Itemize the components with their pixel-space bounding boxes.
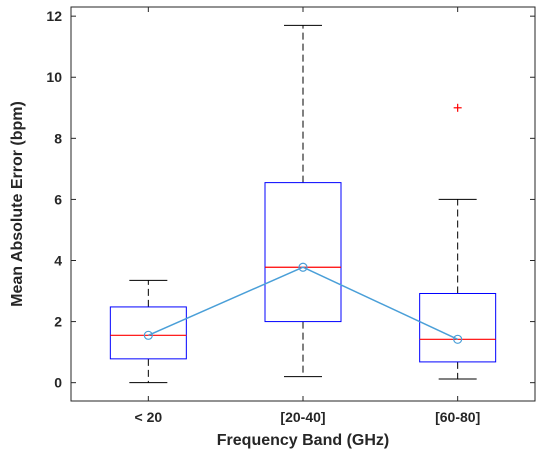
y-axis-ticks: 0 2 4 6 8 10 12 bbox=[46, 8, 535, 391]
y-tick-label: 12 bbox=[46, 8, 62, 24]
mean-point bbox=[143, 330, 153, 340]
x-tick-label: [60-80] bbox=[435, 409, 480, 425]
y-tick-label: 4 bbox=[54, 253, 62, 269]
box-iqr bbox=[419, 292, 497, 363]
box-iqr bbox=[264, 182, 342, 323]
y-tick-label: 2 bbox=[54, 314, 62, 330]
x-tick-label: < 20 bbox=[135, 409, 163, 425]
mean-line-group bbox=[143, 262, 463, 344]
y-tick-label: 6 bbox=[54, 191, 62, 207]
x-axis-title: Frequency Band (GHz) bbox=[217, 432, 389, 449]
y-tick-label: 10 bbox=[46, 69, 62, 85]
box-iqr bbox=[109, 306, 187, 360]
mean-line bbox=[148, 266, 458, 340]
y-tick-label: 0 bbox=[54, 375, 62, 391]
boxes-group bbox=[109, 24, 497, 384]
y-tick-label: 8 bbox=[54, 130, 62, 146]
y-axis-title: Mean Absolute Error (bpm) bbox=[9, 101, 26, 307]
x-tick-label: [20-40] bbox=[280, 409, 325, 425]
outlier-marker bbox=[453, 103, 462, 112]
x-axis-ticks: < 20 [20-40] [60-80] bbox=[135, 7, 480, 425]
mean-point bbox=[453, 334, 463, 344]
mean-point bbox=[298, 262, 308, 272]
